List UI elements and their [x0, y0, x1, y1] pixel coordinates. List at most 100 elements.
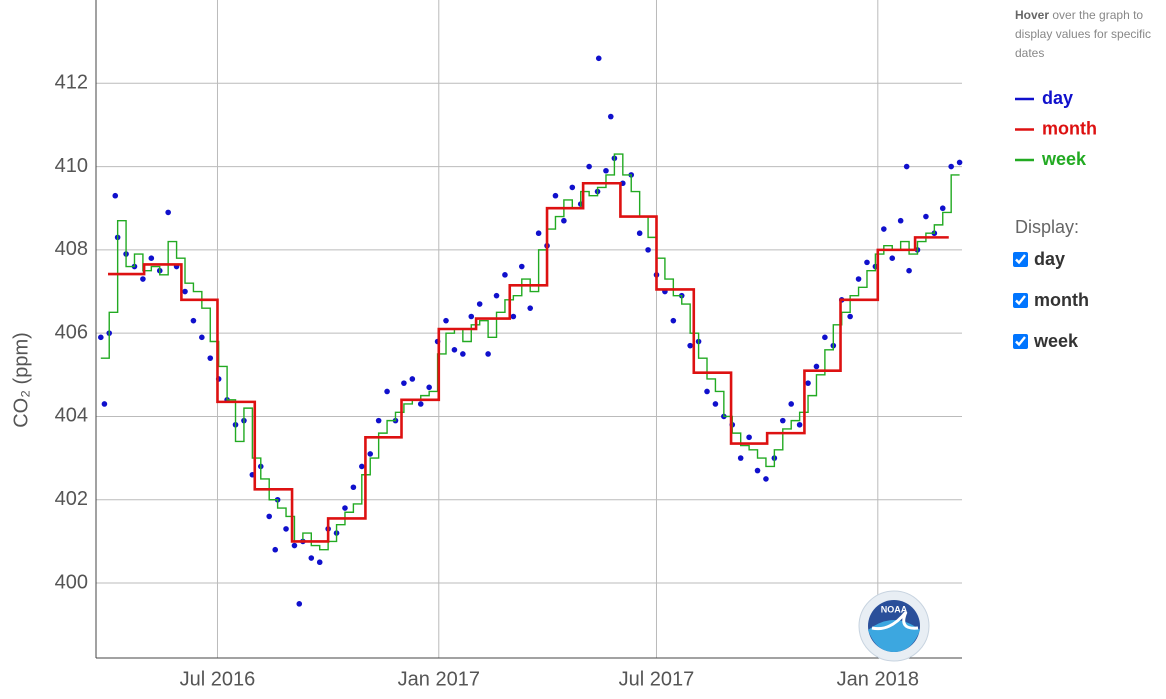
day-point — [190, 317, 197, 324]
hint-text: over the graph to display values for spe… — [1015, 8, 1152, 60]
y-tick-label: 408 — [55, 238, 88, 260]
day-point — [535, 230, 542, 237]
day-point — [98, 334, 104, 341]
day-point — [603, 167, 609, 174]
day-point — [561, 217, 567, 224]
day-point — [881, 226, 887, 232]
day-point — [847, 313, 853, 320]
legend-label: week — [1041, 149, 1087, 169]
day-point — [518, 263, 525, 270]
day-point — [796, 421, 803, 428]
display-label: Display: — [1015, 217, 1080, 237]
hint-bold: Hover — [1015, 8, 1050, 22]
noaa-logo: NOAA — [858, 590, 930, 662]
y-axis-label: CO₂ (ppm) — [10, 332, 32, 428]
week-line — [100, 153, 960, 551]
day-point — [316, 559, 323, 566]
day-point — [645, 247, 651, 253]
month-line — [108, 181, 949, 543]
checkbox[interactable] — [1013, 252, 1028, 267]
day-point — [595, 55, 602, 62]
day-point — [266, 513, 273, 520]
day-point — [889, 255, 896, 262]
hover-hint: Hover over the graph to display values f… — [1015, 6, 1165, 63]
y-tick-label: 404 — [55, 405, 88, 427]
checkbox[interactable] — [1013, 293, 1028, 308]
day-point — [687, 342, 693, 349]
day-point — [864, 259, 870, 266]
display-toggle[interactable]: week — [1013, 331, 1078, 352]
toggle-label: week — [1034, 331, 1079, 351]
day-point — [308, 555, 315, 561]
plot-area — [98, 55, 963, 607]
day-point — [468, 313, 475, 320]
y-tick-label: 402 — [55, 488, 88, 510]
day-point — [527, 305, 534, 311]
day-point — [101, 401, 108, 407]
day-point — [148, 255, 155, 262]
day-point — [746, 434, 752, 441]
day-point — [906, 267, 912, 274]
day-point — [485, 351, 491, 357]
day-point — [903, 163, 910, 170]
day-point — [199, 334, 205, 341]
day-point — [342, 505, 348, 511]
day-point — [207, 355, 214, 361]
day-point — [367, 451, 374, 457]
day-point — [384, 388, 390, 395]
day-point — [112, 192, 119, 199]
day-point — [451, 347, 458, 353]
day-point — [460, 351, 466, 357]
day-point — [493, 292, 500, 299]
day-point — [182, 288, 188, 295]
day-point — [813, 363, 820, 370]
day-point — [939, 205, 946, 212]
day-point — [426, 384, 432, 391]
day-point — [822, 334, 828, 341]
x-tick-label: Jan 2017 — [398, 668, 480, 690]
day-point — [165, 209, 171, 216]
day-point — [948, 163, 954, 170]
day-point — [409, 376, 416, 382]
day-point — [359, 463, 365, 470]
svg-text:NOAA: NOAA — [881, 604, 908, 614]
toggle-label: month — [1034, 290, 1089, 310]
day-point — [754, 467, 761, 474]
x-tick-label: Jul 2017 — [619, 668, 695, 690]
display-toggle[interactable]: month — [1013, 290, 1089, 311]
day-point — [401, 380, 407, 386]
legend-label: month — [1042, 118, 1097, 138]
day-point — [375, 417, 382, 424]
day-point — [283, 526, 289, 532]
day-point — [897, 217, 904, 224]
day-point — [417, 401, 424, 407]
legend-label: day — [1042, 88, 1073, 108]
day-point — [670, 317, 677, 324]
day-point — [712, 401, 719, 407]
day-point — [569, 184, 576, 191]
day-point — [607, 113, 614, 120]
day-point — [586, 163, 592, 170]
toggle-label: day — [1034, 249, 1066, 269]
y-tick-label: 406 — [55, 321, 88, 343]
day-point — [956, 159, 963, 166]
day-point — [476, 301, 483, 307]
day-point — [272, 546, 279, 553]
day-point — [510, 313, 517, 320]
day-point — [140, 276, 146, 282]
day-point — [923, 213, 929, 220]
day-point — [737, 455, 744, 461]
day-point — [763, 476, 769, 482]
day-point — [788, 401, 795, 407]
day-point — [805, 380, 811, 386]
checkbox[interactable] — [1013, 334, 1028, 349]
display-toggle[interactable]: day — [1013, 249, 1065, 270]
y-tick-label: 412 — [55, 72, 88, 94]
x-tick-label: Jan 2018 — [837, 668, 919, 690]
day-point — [552, 192, 559, 199]
day-point — [779, 417, 786, 424]
day-point — [704, 388, 710, 395]
day-point — [350, 484, 357, 491]
